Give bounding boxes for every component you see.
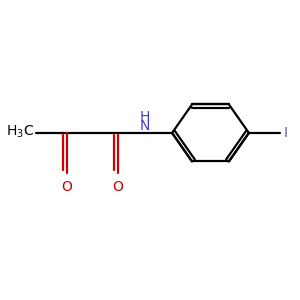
Text: I: I	[284, 126, 288, 140]
Text: N: N	[140, 119, 150, 133]
Text: H: H	[140, 110, 150, 124]
Text: O: O	[61, 180, 72, 194]
Text: H$_3$C: H$_3$C	[6, 123, 34, 140]
Text: O: O	[112, 180, 124, 194]
